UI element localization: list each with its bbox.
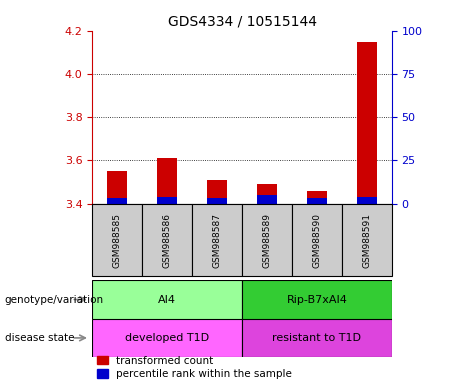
- Text: GSM988587: GSM988587: [213, 212, 222, 268]
- Bar: [307, 198, 327, 204]
- FancyBboxPatch shape: [242, 280, 392, 319]
- Text: Rip-B7xAI4: Rip-B7xAI4: [286, 295, 348, 305]
- Title: GDS4334 / 10515144: GDS4334 / 10515144: [167, 14, 317, 28]
- Text: genotype/variation: genotype/variation: [5, 295, 104, 305]
- FancyBboxPatch shape: [92, 204, 142, 276]
- Text: GSM988590: GSM988590: [313, 212, 321, 268]
- Bar: [157, 158, 177, 204]
- FancyBboxPatch shape: [192, 204, 242, 276]
- Bar: [357, 197, 377, 204]
- Text: resistant to T1D: resistant to T1D: [272, 333, 361, 343]
- Text: developed T1D: developed T1D: [125, 333, 209, 343]
- Bar: [307, 190, 327, 204]
- Text: GSM988586: GSM988586: [163, 212, 171, 268]
- Bar: [257, 195, 277, 204]
- FancyBboxPatch shape: [142, 204, 192, 276]
- Text: AI4: AI4: [158, 295, 176, 305]
- Bar: [157, 197, 177, 204]
- Bar: [107, 171, 127, 204]
- Bar: [207, 180, 227, 204]
- FancyBboxPatch shape: [342, 204, 392, 276]
- Bar: [107, 198, 127, 204]
- FancyBboxPatch shape: [92, 280, 242, 319]
- Legend: transformed count, percentile rank within the sample: transformed count, percentile rank withi…: [97, 356, 292, 379]
- FancyBboxPatch shape: [242, 204, 292, 276]
- Text: disease state: disease state: [5, 333, 74, 343]
- Bar: [357, 41, 377, 204]
- Text: GSM988591: GSM988591: [362, 212, 372, 268]
- Bar: [207, 198, 227, 204]
- FancyBboxPatch shape: [242, 319, 392, 357]
- FancyBboxPatch shape: [92, 319, 242, 357]
- FancyBboxPatch shape: [292, 204, 342, 276]
- Text: GSM988589: GSM988589: [262, 212, 272, 268]
- Bar: [257, 184, 277, 204]
- Text: GSM988585: GSM988585: [112, 212, 122, 268]
